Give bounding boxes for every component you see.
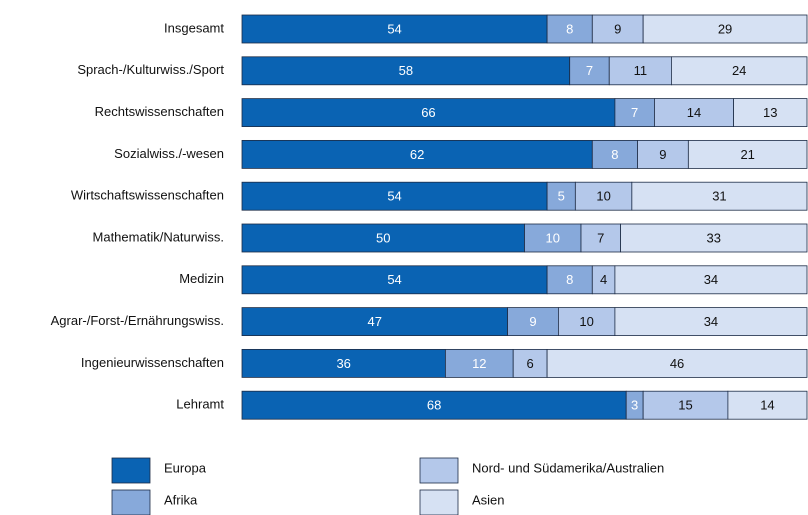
bar-segment	[642, 14, 808, 44]
category-label: Rechtswissenschaften	[95, 104, 224, 119]
bar-segment	[687, 139, 808, 169]
value-label: 13	[763, 105, 777, 120]
bar-segment	[241, 56, 571, 86]
value-label: 14	[760, 398, 774, 413]
bar-segment	[241, 98, 616, 127]
bar-segment	[524, 223, 582, 253]
bar-segment	[727, 390, 808, 420]
bar-segment	[614, 98, 655, 127]
value-label: 4	[600, 272, 607, 287]
legend-label: Afrika	[164, 492, 198, 507]
value-label: 54	[387, 189, 401, 204]
bar-segment	[620, 223, 808, 253]
category-label: Lehramt	[176, 397, 224, 412]
bar-segment	[608, 56, 672, 86]
category-label: Ingenieurwissenschaften	[81, 355, 224, 370]
value-label: 9	[659, 147, 666, 162]
value-label: 46	[670, 356, 684, 371]
value-label: 10	[579, 314, 593, 329]
category-label: Sozialwiss./-wesen	[114, 146, 224, 161]
value-label: 7	[631, 105, 638, 120]
category-label: Insgesamt	[164, 20, 224, 35]
value-label: 11	[634, 63, 648, 78]
bar-segment	[580, 223, 621, 253]
value-label: 5	[558, 189, 565, 204]
value-label: 9	[614, 21, 621, 36]
bar-segment	[546, 14, 593, 44]
legend-label: Europa	[164, 460, 207, 475]
value-label: 31	[712, 189, 726, 204]
value-label: 3	[631, 398, 638, 413]
bar-segment	[574, 181, 633, 211]
legend-swatch	[419, 457, 459, 484]
category-label: Wirtschaftswissenschaften	[71, 188, 224, 203]
value-label: 34	[704, 272, 718, 287]
value-label: 7	[586, 63, 593, 78]
bar-segment	[591, 139, 638, 169]
bar-segment	[241, 139, 593, 169]
legend-swatch	[419, 489, 459, 515]
legend-label: Asien	[472, 492, 505, 507]
value-label: 34	[704, 314, 718, 329]
value-label: 10	[596, 189, 610, 204]
bar-segment	[591, 14, 644, 44]
bar-segment	[558, 307, 616, 337]
value-label: 24	[732, 63, 746, 78]
value-label: 54	[387, 272, 401, 287]
bar-segment	[241, 14, 548, 44]
value-label: 68	[427, 398, 441, 413]
bar-segment	[241, 223, 525, 253]
category-label: Agrar-/Forst-/Ernährungswiss.	[51, 313, 224, 328]
value-label: 50	[376, 230, 390, 245]
value-label: 14	[687, 105, 701, 120]
bar-segment	[642, 390, 729, 420]
bar-segment	[546, 181, 576, 211]
value-label: 9	[529, 314, 536, 329]
value-label: 47	[368, 314, 382, 329]
value-label: 29	[718, 21, 732, 36]
value-label: 15	[678, 398, 692, 413]
legend-swatch	[111, 489, 151, 515]
legend-swatch	[111, 457, 151, 484]
value-label: 7	[597, 230, 604, 245]
bar-segment	[614, 307, 808, 337]
bar-segment	[241, 181, 548, 211]
value-label: 58	[399, 63, 413, 78]
value-label: 54	[387, 21, 401, 36]
bar-segment	[631, 181, 808, 211]
value-label: 10	[546, 230, 560, 245]
value-label: 8	[566, 21, 573, 36]
legend-label: Nord- und Südamerika/Australien	[472, 460, 664, 475]
value-label: 8	[566, 272, 573, 287]
bar-segment	[241, 390, 627, 420]
value-label: 12	[472, 356, 486, 371]
category-label: Sprach-/Kulturwiss./Sport	[77, 62, 224, 77]
bar-segment	[614, 265, 808, 295]
value-label: 6	[527, 356, 534, 371]
bar-segment	[671, 56, 808, 86]
value-label: 33	[707, 230, 721, 245]
value-label: 62	[410, 147, 424, 162]
bar-segment	[241, 265, 548, 295]
value-label: 21	[740, 147, 754, 162]
bar-segment	[733, 98, 808, 127]
category-label: Mathematik/Naturwiss.	[93, 229, 224, 244]
bar-segment	[569, 56, 610, 86]
bar-segment	[507, 307, 559, 337]
category-label: Medizin	[179, 271, 224, 286]
bar-segment	[546, 348, 808, 378]
bar-segment	[444, 348, 514, 378]
value-label: 36	[336, 356, 350, 371]
value-label: 8	[611, 147, 618, 162]
value-label: 66	[421, 105, 435, 120]
